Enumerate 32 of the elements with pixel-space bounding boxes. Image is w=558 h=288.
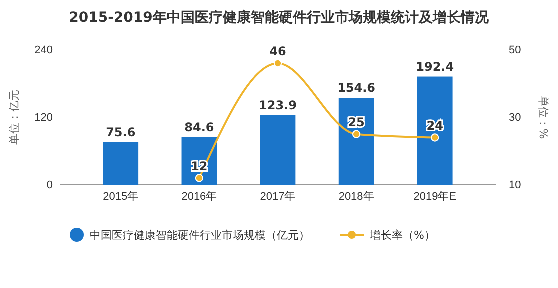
- x-tick-label: 2015年: [103, 191, 139, 204]
- bar: [417, 76, 453, 185]
- bar: [103, 142, 139, 185]
- y2-axis-title: 单位：%: [537, 96, 550, 140]
- x-tick-label: 2017年: [260, 191, 296, 204]
- point: [431, 134, 440, 142]
- legend-label: 中国医疗健康智能硬件行业市场规模（亿元）: [90, 229, 310, 242]
- y2-tick-label: 10: [509, 180, 522, 192]
- x-tick-label: 2018年: [338, 191, 374, 204]
- data-label: 24: [426, 118, 444, 133]
- data-label: 84.6: [184, 120, 214, 134]
- y2-tick-label: 30: [509, 112, 522, 124]
- data-label: 154.6: [338, 81, 376, 96]
- bar: [338, 98, 374, 185]
- y-axis-title: 单位：亿元: [8, 90, 21, 145]
- chart-title: 2015-2019年中国医疗健康智能硬件行业市场规模统计及增长情况: [69, 9, 490, 26]
- data-label: 192.4: [416, 60, 454, 74]
- y2-tick-label: 50: [509, 44, 522, 57]
- y-tick-label: 240: [34, 44, 53, 57]
- y-tick-label: 0: [46, 180, 53, 192]
- data-label: 75.6: [106, 125, 136, 140]
- data-label: 25: [348, 115, 365, 130]
- data-label: 46: [270, 44, 286, 58]
- x-tick-label: 2019年E: [414, 191, 457, 204]
- y-tick-label: 120: [34, 112, 53, 124]
- point: [352, 130, 361, 138]
- point: [195, 174, 204, 182]
- data-label: 123.9: [259, 98, 297, 112]
- legend-label: 增长率（%）: [369, 229, 436, 242]
- point: [274, 59, 282, 68]
- bar: [260, 115, 296, 185]
- x-tick-label: 2016年: [182, 191, 218, 204]
